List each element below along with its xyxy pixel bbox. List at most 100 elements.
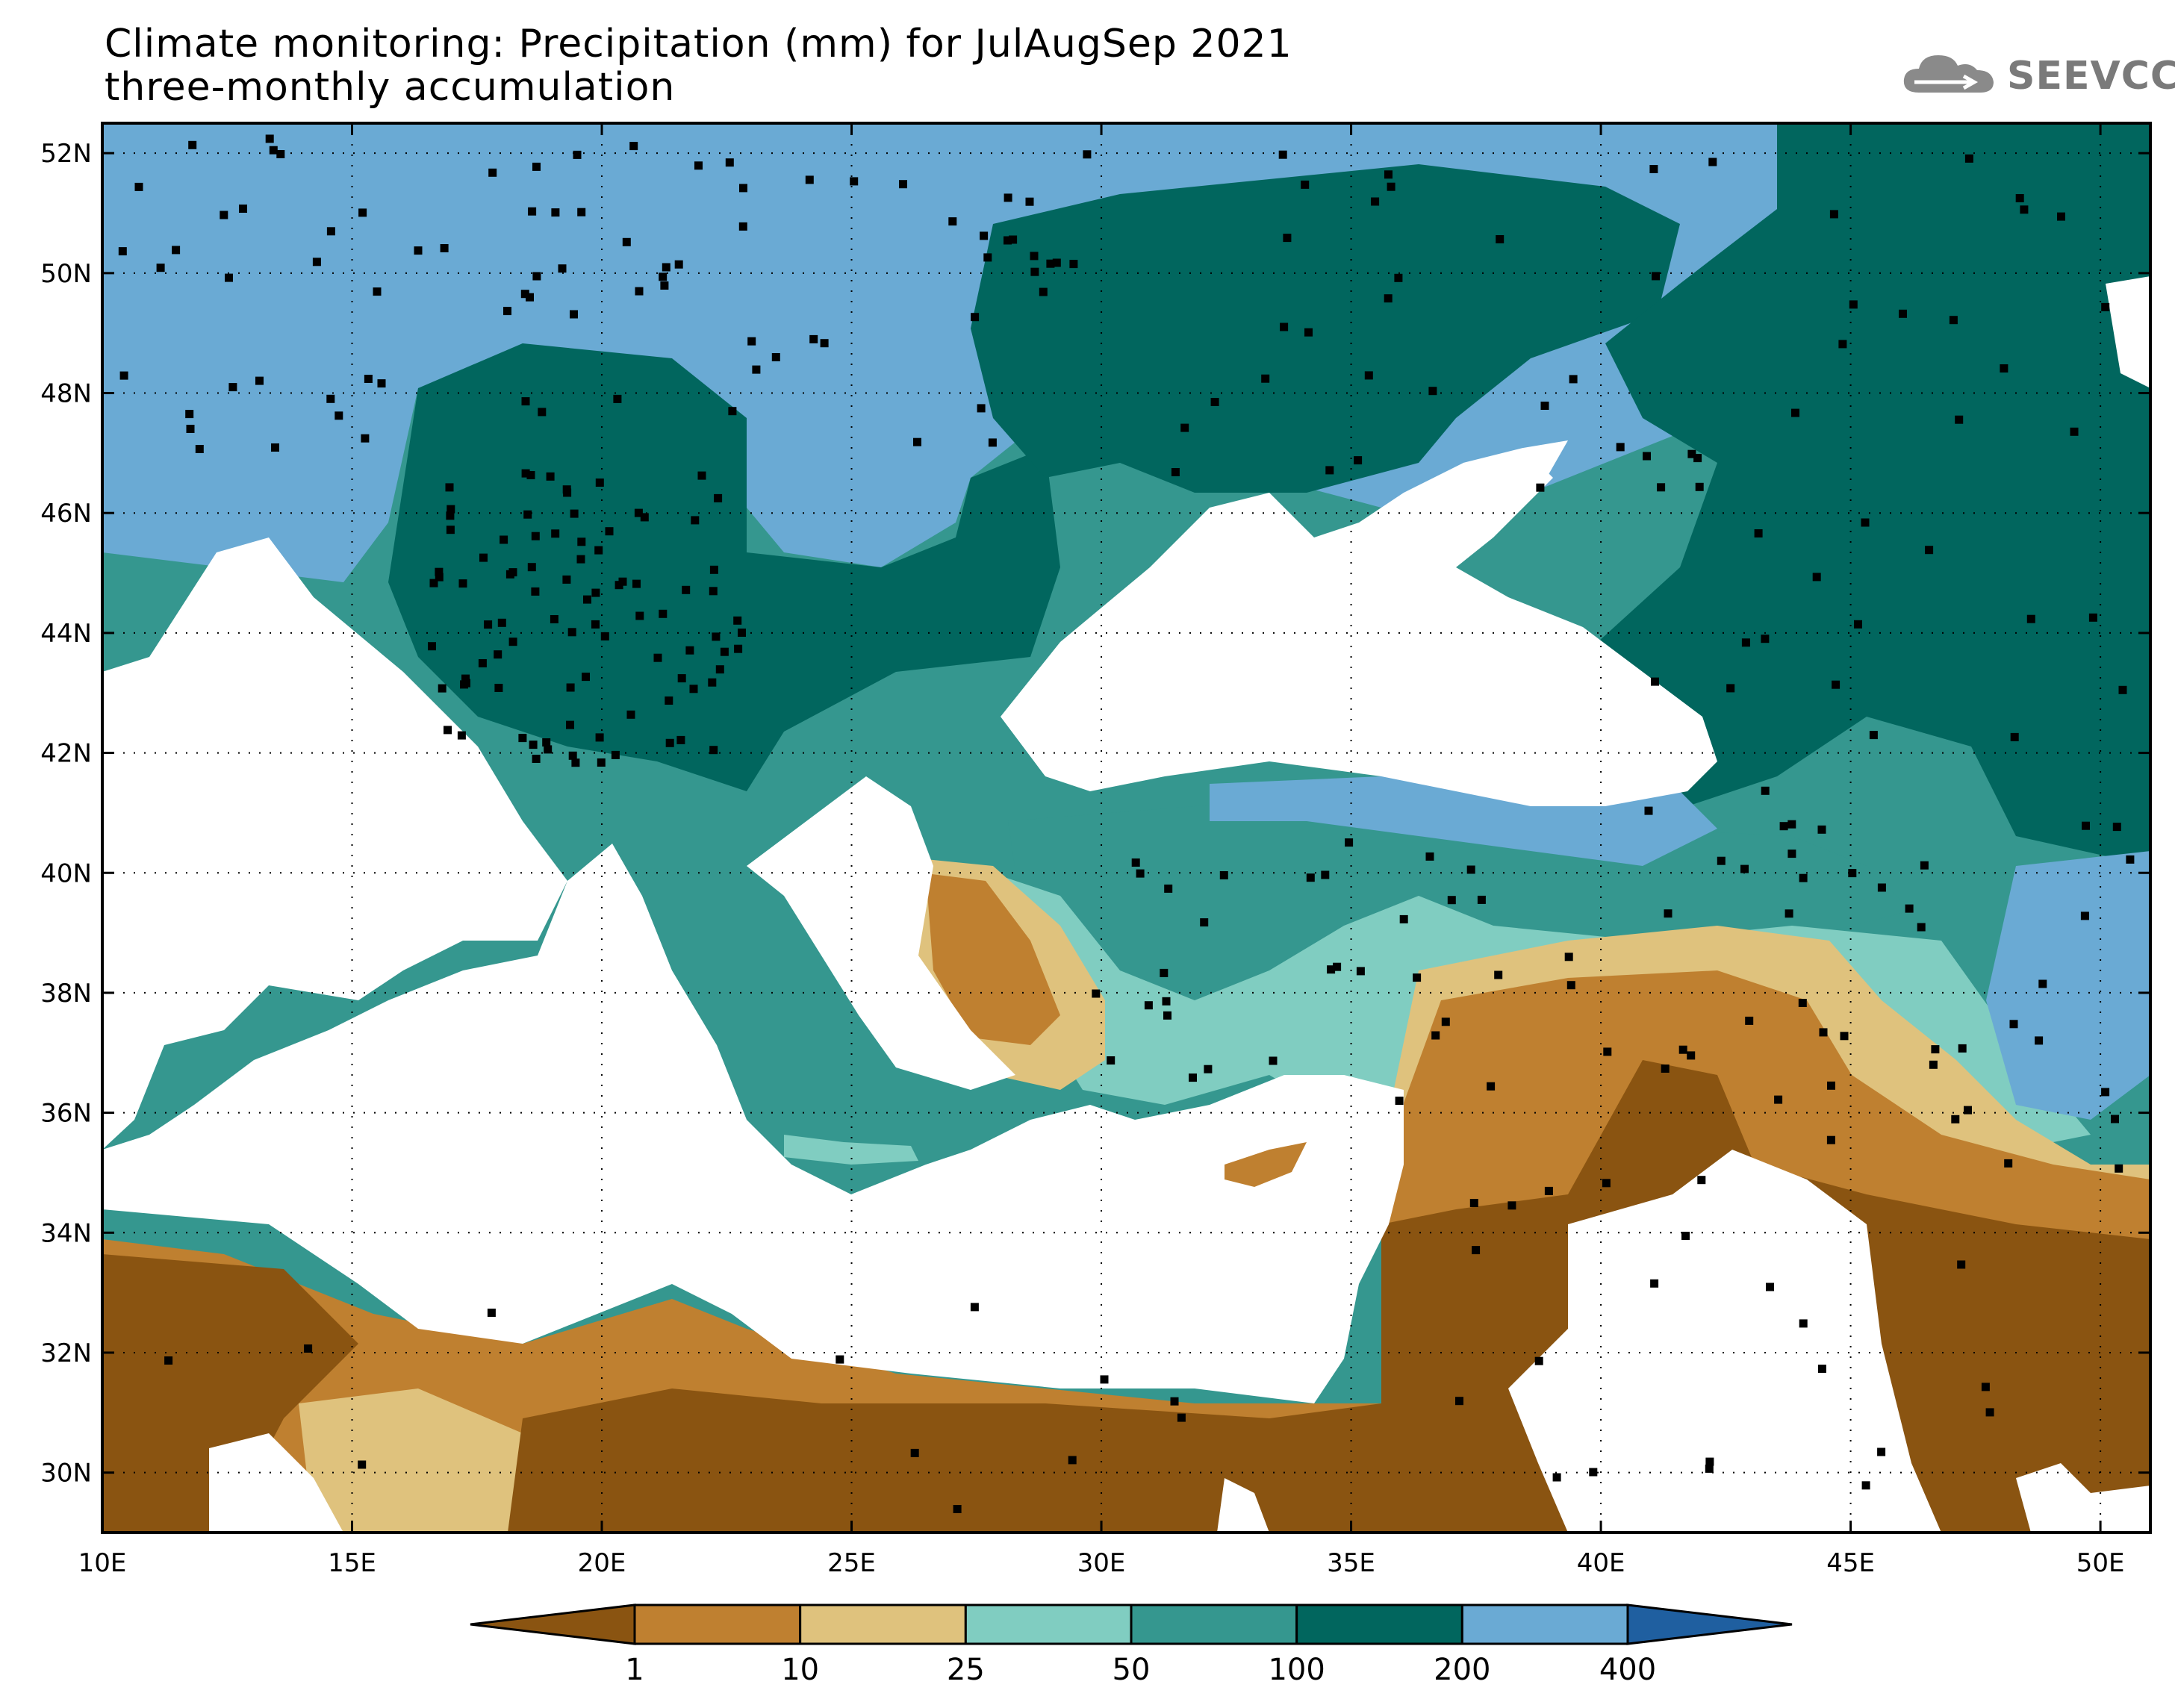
station-marker: [676, 735, 685, 744]
station-marker: [953, 1505, 962, 1513]
colorbar-label: 50: [1113, 1653, 1151, 1687]
station-marker: [335, 411, 343, 420]
station-marker: [1687, 449, 1696, 458]
station-marker: [1603, 1047, 1612, 1056]
station-marker: [712, 632, 721, 641]
station-marker: [689, 685, 698, 694]
station-marker: [500, 535, 508, 544]
cloud-icon: [1903, 55, 1994, 93]
cyprus: [1225, 1142, 1307, 1187]
station-marker: [1304, 328, 1313, 337]
station-marker: [164, 1356, 173, 1365]
station-marker: [1160, 968, 1169, 977]
station-marker: [527, 563, 536, 572]
station-marker: [1371, 197, 1380, 206]
station-marker: [910, 1448, 919, 1457]
station-marker: [444, 726, 452, 735]
station-marker: [1832, 680, 1840, 689]
station-marker: [2115, 1164, 2123, 1173]
station-marker: [805, 175, 814, 184]
station-marker: [714, 493, 723, 502]
station-marker: [1384, 294, 1393, 303]
station-marker: [1447, 896, 1456, 905]
station-marker: [458, 579, 467, 588]
station-marker: [836, 1355, 844, 1364]
station-marker: [1849, 300, 1858, 309]
station-marker: [1854, 620, 1862, 629]
zone-1-10-aegean: [926, 873, 1060, 1045]
station-marker: [503, 307, 511, 316]
station-marker: [1025, 197, 1034, 206]
station-marker: [613, 394, 622, 403]
station-marker: [1278, 150, 1287, 159]
station-marker: [1046, 259, 1055, 268]
station-marker: [1566, 981, 1575, 990]
nodata-libya-south: [209, 1433, 343, 1533]
station-marker: [373, 287, 382, 296]
station-marker: [446, 505, 455, 514]
station-marker: [694, 161, 703, 170]
station-marker: [532, 272, 541, 281]
station-marker: [445, 483, 454, 492]
station-marker: [600, 632, 609, 640]
station-marker: [1664, 909, 1673, 918]
station-marker: [2088, 613, 2097, 622]
lat-tick-label: 44N: [40, 619, 92, 649]
station-marker: [1569, 375, 1578, 384]
station-marker: [440, 244, 449, 252]
station-marker: [1536, 483, 1545, 492]
zone-100-200-balkans: [388, 343, 1060, 791]
station-marker: [2015, 194, 2024, 202]
station-marker: [1009, 235, 1018, 244]
station-marker: [595, 479, 604, 487]
station-marker: [850, 177, 859, 186]
station-marker: [1466, 865, 1475, 874]
station-marker: [1774, 1095, 1783, 1104]
station-marker: [1399, 914, 1408, 923]
station-marker: [591, 588, 600, 597]
station-marker: [971, 313, 980, 322]
station-marker: [1589, 1468, 1598, 1477]
station-marker: [573, 150, 582, 159]
station-marker: [1840, 1032, 1849, 1041]
station-marker: [1693, 454, 1702, 463]
station-marker: [1004, 193, 1012, 202]
station-marker: [531, 532, 540, 540]
station-marker: [570, 509, 579, 518]
station-marker: [1929, 1060, 1938, 1069]
station-marker: [1717, 856, 1726, 865]
station-marker: [725, 158, 734, 167]
station-marker: [1651, 677, 1659, 686]
station-marker: [970, 1303, 979, 1312]
colorbar-segment: [964, 1603, 1133, 1645]
station-marker: [1829, 210, 1838, 219]
crete: [784, 1135, 918, 1165]
station-marker: [1301, 180, 1310, 189]
station-marker: [1766, 1282, 1774, 1291]
station-marker: [1144, 1001, 1153, 1010]
station-marker: [820, 339, 829, 348]
station-marker: [715, 665, 724, 674]
station-marker: [733, 616, 742, 625]
station-marker: [528, 207, 537, 216]
station-marker: [2035, 1036, 2044, 1045]
station-marker: [1107, 1056, 1115, 1065]
station-marker: [1931, 1045, 1940, 1054]
colorbar-label: 1: [625, 1653, 644, 1687]
colorbar-segment-lt1: [470, 1603, 636, 1645]
station-marker: [1469, 1199, 1478, 1207]
station-marker: [438, 684, 446, 693]
station-marker: [1395, 1097, 1404, 1105]
station-marker: [2082, 821, 2090, 830]
station-marker: [1321, 870, 1330, 879]
station-marker: [2070, 427, 2079, 436]
station-marker: [220, 211, 228, 219]
station-marker: [1650, 1279, 1659, 1288]
station-marker: [1917, 923, 1926, 932]
station-marker: [271, 443, 279, 452]
station-marker: [1283, 234, 1292, 243]
zone-lt1-africa: [102, 1254, 1381, 1533]
station-marker: [531, 587, 540, 596]
station-marker: [304, 1344, 313, 1353]
station-marker: [677, 674, 686, 683]
